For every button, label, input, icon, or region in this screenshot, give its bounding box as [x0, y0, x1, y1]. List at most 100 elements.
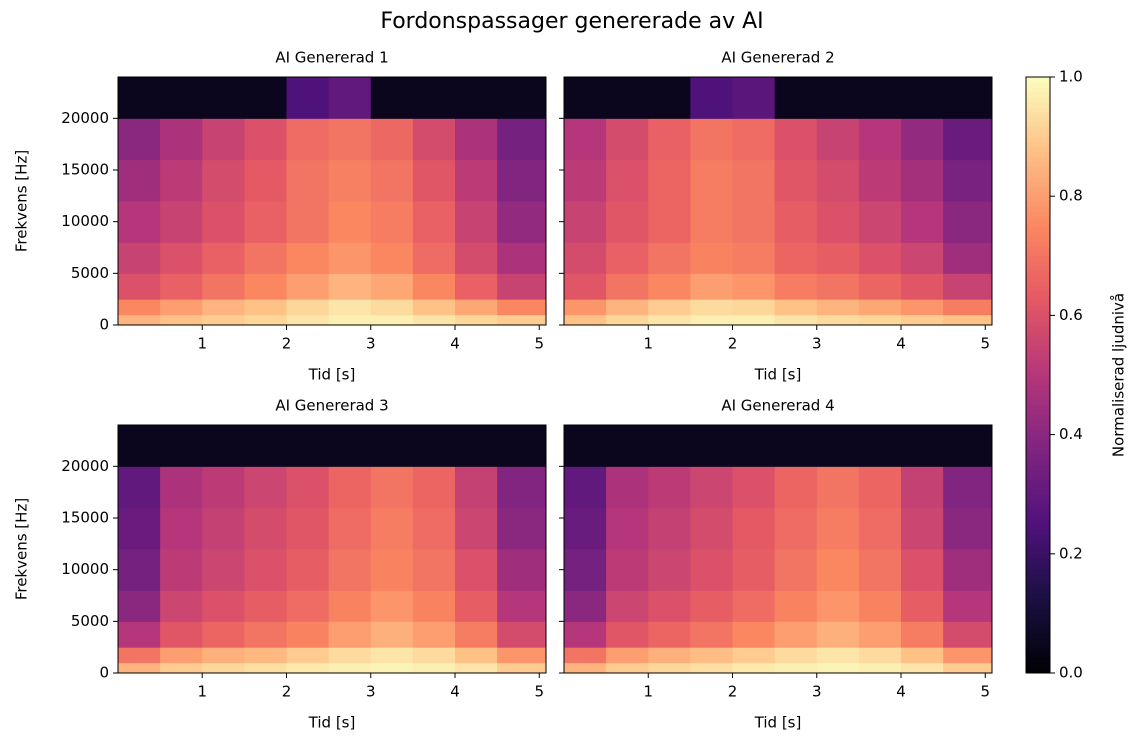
heatmap-cell	[648, 77, 691, 119]
heatmap-cell	[160, 466, 203, 509]
heatmap-cell	[455, 77, 498, 119]
colorbar-step	[1026, 598, 1050, 604]
axes-frame	[563, 76, 993, 326]
heatmap-cell	[690, 507, 734, 550]
heatmap-cell	[160, 621, 203, 648]
heatmap-cell	[606, 590, 649, 622]
heatmap-cell	[497, 242, 547, 274]
heatmap-cell	[412, 314, 456, 326]
heatmap-cell	[202, 507, 245, 550]
colorbar-step	[1026, 389, 1050, 396]
heatmap-cell	[118, 621, 161, 648]
heatmap-cell	[648, 159, 691, 202]
heatmap-cell	[202, 621, 245, 648]
heatmap-cell	[858, 77, 902, 119]
colorbar-step	[1026, 255, 1050, 262]
heatmap-cell	[564, 299, 607, 316]
heatmap-cell	[690, 647, 734, 664]
heatmap-cell	[943, 507, 993, 550]
colorbar-step	[1026, 439, 1050, 446]
colorbar-step	[1026, 146, 1050, 152]
colorbar-step	[1026, 320, 1050, 326]
heatmap-cell	[901, 466, 944, 509]
y-tick-label: 10000	[61, 212, 109, 230]
heatmap-cell	[858, 273, 902, 300]
heatmap-cell	[412, 242, 456, 274]
heatmap-cell	[943, 273, 993, 300]
heatmap-cell	[858, 425, 902, 467]
heatmap-cell	[858, 662, 902, 674]
heatmap-cell	[286, 621, 330, 648]
heatmap-cell	[901, 314, 944, 326]
heatmap-cell	[202, 77, 245, 119]
colorbar-step	[1026, 623, 1050, 629]
heatmap-cell	[648, 273, 691, 300]
x-tick-label: 3	[812, 683, 822, 701]
heatmap-cell	[160, 77, 203, 119]
colorbar-step	[1026, 563, 1050, 570]
colorbar-step	[1026, 399, 1050, 406]
heatmap-cell	[901, 299, 944, 316]
heatmap-cell	[901, 242, 944, 274]
heatmap-cell	[564, 159, 607, 202]
colorbar-step	[1026, 245, 1050, 252]
colorbar-step	[1026, 91, 1050, 98]
heatmap-cell	[412, 647, 456, 664]
heatmap-cell	[943, 621, 993, 648]
heatmap-cell	[648, 507, 691, 550]
heatmap-cell	[202, 549, 245, 591]
heatmap-cell	[943, 549, 993, 591]
colorbar-step	[1026, 528, 1050, 535]
heatmap-cell	[244, 466, 288, 509]
heatmap-cell	[412, 507, 456, 550]
heatmap-cell	[160, 425, 203, 467]
colorbar-step	[1026, 648, 1050, 654]
heatmap-cell	[160, 299, 203, 316]
heatmap-cell	[690, 425, 734, 467]
heatmap-cell	[816, 299, 860, 316]
heatmap-cell	[816, 159, 860, 202]
heatmap-cell	[202, 466, 245, 509]
colorbar-step	[1026, 111, 1050, 118]
x-tick-label: 5	[980, 335, 990, 353]
heatmap-cell	[455, 647, 498, 664]
colorbar-step	[1026, 479, 1050, 485]
heatmap-cell	[901, 647, 944, 664]
heatmap-cell	[690, 118, 734, 161]
heatmap-cell	[816, 273, 860, 300]
heatmap-cell	[455, 242, 498, 274]
heatmap-cell	[606, 314, 649, 326]
axes-frame	[117, 76, 547, 326]
heatmap-cell	[943, 425, 993, 467]
heatmap-cell	[370, 425, 414, 467]
heatmap-cell	[286, 242, 330, 274]
colorbar-step	[1026, 394, 1050, 401]
heatmap-cell	[286, 314, 330, 326]
heatmap-cell	[606, 621, 649, 648]
heatmap-cell	[774, 273, 818, 300]
heatmap-cell	[816, 647, 860, 664]
colorbar-step	[1026, 176, 1050, 182]
colorbar-step	[1026, 141, 1050, 148]
colorbar-step	[1026, 280, 1050, 287]
colorbar-step	[1026, 86, 1050, 93]
heatmap-cell	[774, 425, 818, 467]
heatmap-cell	[858, 118, 902, 161]
heatmap-cell	[648, 466, 691, 509]
colorbar-step	[1026, 305, 1050, 311]
heatmap-cell	[732, 549, 776, 591]
colorbar-step	[1026, 638, 1050, 644]
heatmap-cell	[160, 590, 203, 622]
heatmap-cell	[943, 118, 993, 161]
colorbar-step	[1026, 216, 1050, 222]
heatmap-cell	[816, 242, 860, 274]
heatmap-cell	[648, 621, 691, 648]
heatmap-cell	[497, 549, 547, 591]
heatmap-cell	[901, 118, 944, 161]
colorbar-step	[1026, 330, 1050, 336]
heatmap-cell	[564, 662, 607, 674]
heatmap-cell	[455, 118, 498, 161]
colorbar-step	[1026, 489, 1050, 495]
heatmap-cell	[732, 647, 776, 664]
